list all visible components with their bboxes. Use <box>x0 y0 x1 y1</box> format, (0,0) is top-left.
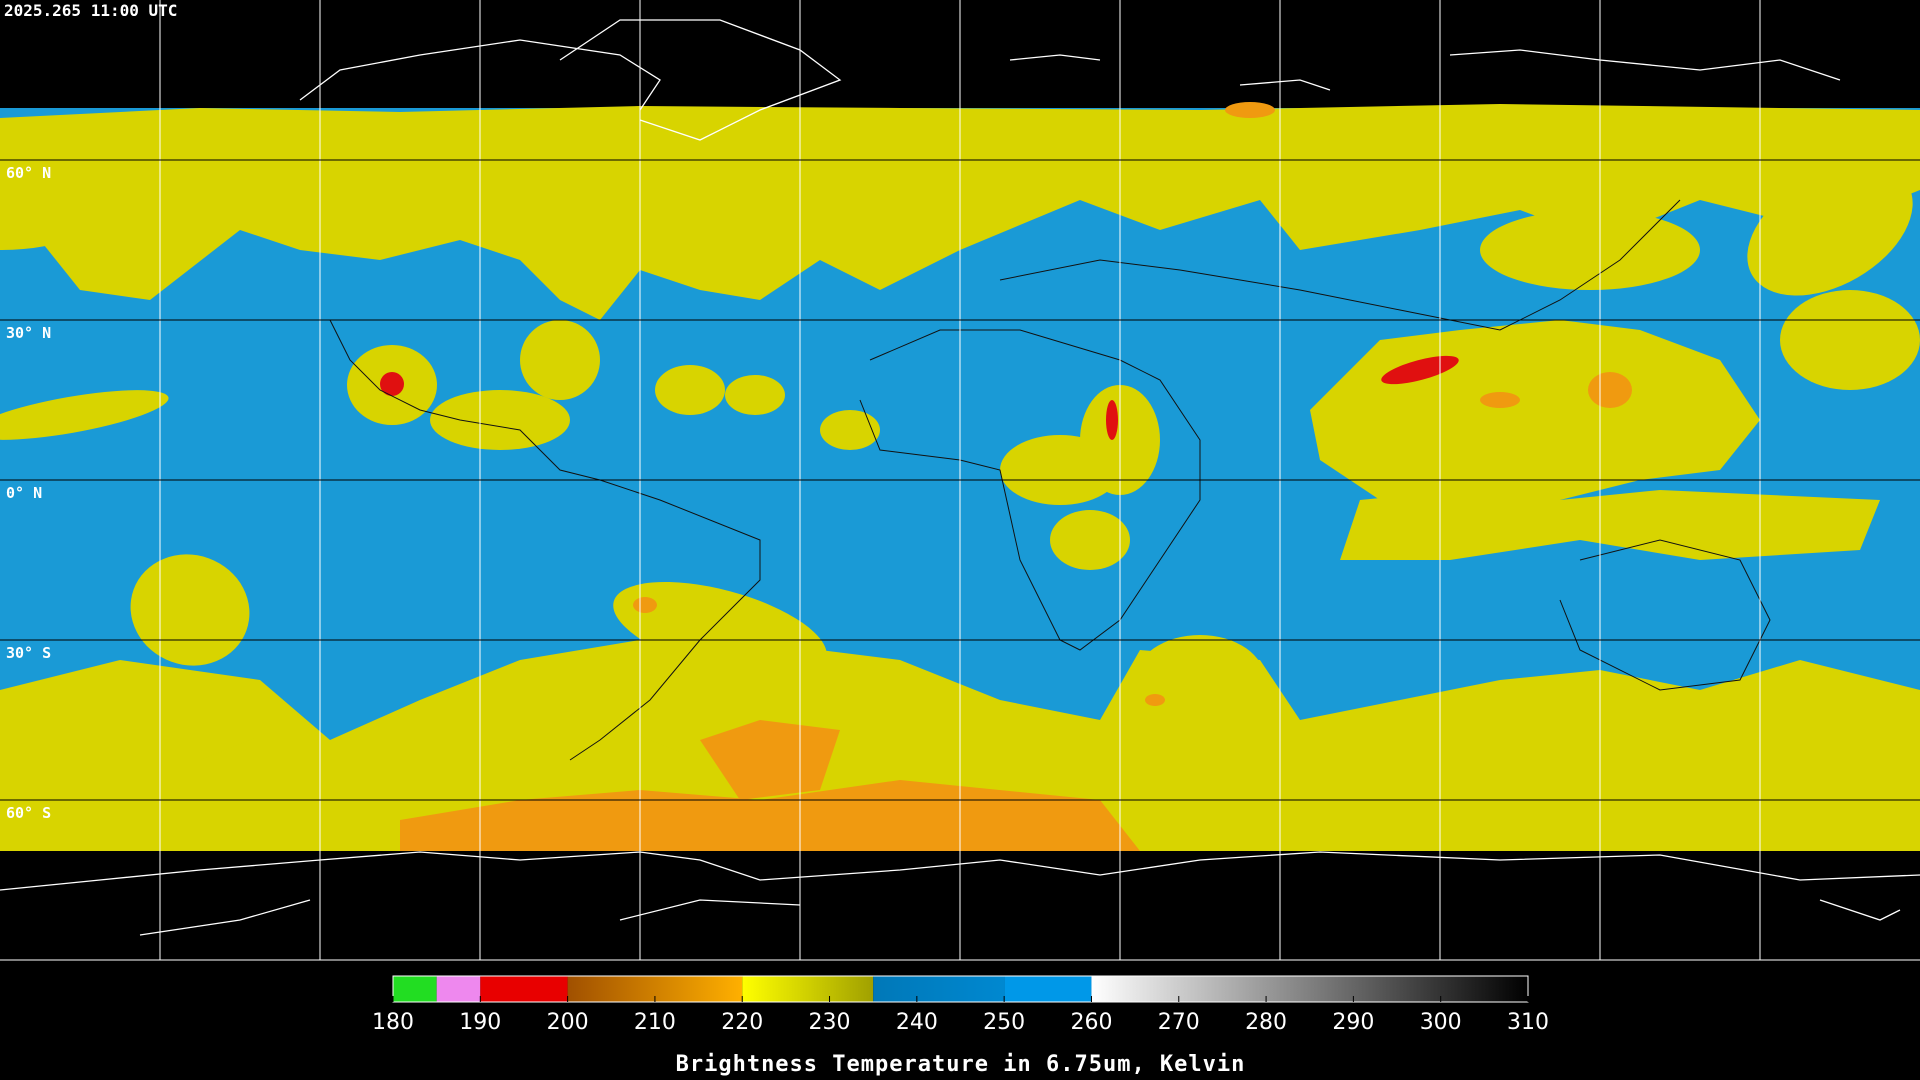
colorbar-segment <box>1004 976 1092 1002</box>
coastline <box>1239 79 1331 91</box>
latitude-label: 30° S <box>6 644 51 662</box>
coastline <box>1819 899 1901 921</box>
coastline <box>559 19 842 141</box>
colorbar-tick-label: 260 <box>1070 1010 1112 1035</box>
convective-cluster <box>1340 490 1880 560</box>
latitude-label: 60° N <box>6 164 51 182</box>
colorbar-tick-label: 180 <box>372 1010 414 1035</box>
coastline <box>619 899 801 921</box>
colorbar-tick-label: 300 <box>1420 1010 1462 1035</box>
colorbar-tick-label: 310 <box>1507 1010 1549 1035</box>
coastline <box>1449 49 1841 81</box>
colorbar-frame <box>392 975 1529 1003</box>
colorbar-segment <box>742 976 874 1002</box>
cloud-swirl <box>1747 164 1913 296</box>
colorbar-tick-label: 250 <box>983 1010 1025 1035</box>
storm-core <box>1381 355 1459 385</box>
storm-core <box>1106 400 1118 440</box>
graticule <box>0 0 1920 961</box>
colorbar-segment <box>480 976 568 1002</box>
cloud-swirl <box>1780 290 1920 390</box>
latitude-label: 60° S <box>6 804 51 822</box>
colorbar-tick-label: 240 <box>896 1010 938 1035</box>
colorbar-segment <box>393 976 437 1002</box>
convective-cluster <box>430 390 570 450</box>
cold-cloud <box>1225 102 1275 118</box>
convective-cluster <box>520 320 600 400</box>
colorbar-segment <box>873 976 1005 1002</box>
colorbar-tick-label: 190 <box>459 1010 501 1035</box>
coastlines <box>0 19 1920 936</box>
colorbar-tick-label: 230 <box>809 1010 851 1035</box>
convective-cluster <box>0 390 169 440</box>
storm-core <box>633 597 657 613</box>
colorbar: 180 190 200 210 220 230 240 250 260 270 280 290 300 3… <box>372 975 1549 1077</box>
colorbar-title: Brightness Temperature in 6.75um, Kelvin <box>676 1052 1246 1077</box>
colorbar-tick-label: 200 <box>547 1010 589 1035</box>
convective-cluster <box>613 582 827 678</box>
latitude-labels: 60° N 30° N 0° N 30° S 60° S <box>6 164 51 822</box>
timestamp: 2025.265 11:00 UTC <box>4 1 177 20</box>
colorbar-tick-label: 220 <box>721 1010 763 1035</box>
coastline <box>139 899 311 936</box>
convective-cluster <box>1135 635 1265 725</box>
convective-cluster <box>655 365 725 415</box>
latitude-label: 0° N <box>6 484 42 502</box>
storm-core <box>1145 694 1165 706</box>
cold-cloud <box>400 780 1140 851</box>
colorbar-segment <box>1091 976 1528 1002</box>
coastline <box>299 39 661 111</box>
typhoon-core <box>1588 372 1632 408</box>
convective-cluster <box>1050 510 1130 570</box>
convective-cluster <box>725 375 785 415</box>
storm-core <box>1480 392 1520 408</box>
colorbar-tick-label: 270 <box>1158 1010 1200 1035</box>
hurricane-core <box>380 372 404 396</box>
coastline <box>1559 539 1771 691</box>
colorbar-tick-label: 210 <box>634 1010 676 1035</box>
colorbar-segment <box>436 976 481 1002</box>
colorbar-tick-label: 290 <box>1332 1010 1374 1035</box>
cloud-swirl <box>0 150 112 250</box>
colorbar-tick-label: 280 <box>1245 1010 1287 1035</box>
coastline <box>859 329 1201 651</box>
coastline <box>0 851 1920 891</box>
cloud-swirl <box>1480 210 1700 290</box>
coastline <box>1009 54 1101 61</box>
latitude-label: 30° N <box>6 324 51 342</box>
convective-cluster <box>820 410 880 450</box>
cold-cloud <box>700 720 840 800</box>
